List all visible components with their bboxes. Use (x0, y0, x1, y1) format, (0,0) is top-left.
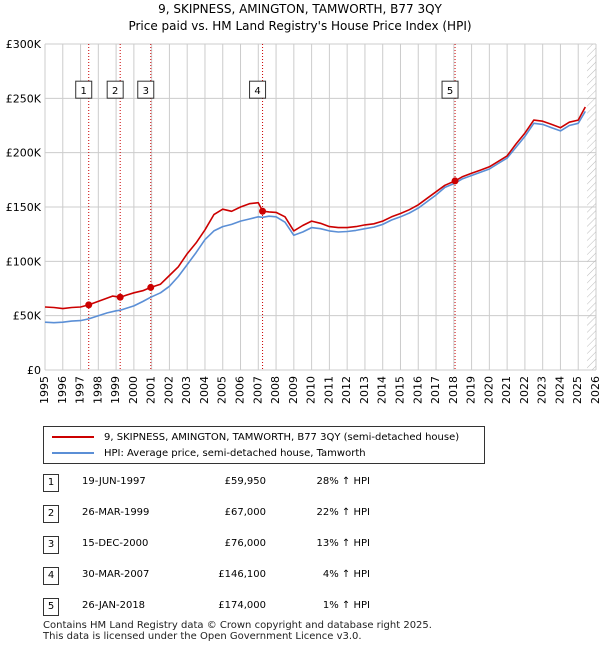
x-tick-label: 1995 (38, 376, 51, 404)
annotation-label: 3 (143, 86, 149, 97)
x-tick-label: 1999 (109, 376, 122, 404)
annotation-label: 4 (254, 86, 260, 97)
sale-number-badge: 4 (43, 567, 59, 585)
x-tick-label: 2001 (145, 376, 158, 404)
x-tick-label: 2025 (571, 376, 584, 404)
sale-price: £59,950 (224, 476, 266, 487)
sale-number-badge: 5 (43, 598, 59, 616)
x-tick-label: 2002 (162, 376, 175, 404)
x-tick-label: 2010 (305, 376, 318, 404)
sale-price: £76,000 (224, 538, 266, 549)
x-tick-label: 2007 (251, 376, 264, 404)
property-price-line (44, 106, 587, 310)
footer: Contains HM Land Registry data © Crown c… (43, 620, 432, 642)
y-tick-label: £0 (27, 364, 41, 377)
y-tick-label: £200K (6, 147, 42, 160)
legend-swatch-hpi (52, 452, 94, 454)
sale-point (116, 293, 124, 301)
forecast-hatch (587, 44, 596, 370)
hpi-line (44, 110, 586, 324)
x-tick-label: 2011 (322, 376, 335, 404)
sale-date: 26-MAR-1999 (82, 507, 150, 518)
sale-date: 30-MAR-2007 (82, 569, 150, 580)
x-tick-label: 2023 (536, 376, 549, 404)
x-tick-label: 1997 (74, 376, 87, 404)
legend-label-hpi: HPI: Average price, semi-detached house,… (104, 447, 366, 459)
y-tick-label: £300K (6, 38, 42, 51)
sale-point (147, 283, 155, 291)
table-row: 2 26-MAR-1999 £67,000 22% ↑ HPI (0, 505, 600, 525)
sale-hpi-diff: 4% ↑ HPI (322, 569, 370, 580)
price-chart: £0 £50K £100K £150K £200K £250K £300K 1995 1996 1… (6, 38, 600, 404)
annotation-box (137, 80, 155, 99)
sale-number-badge: 3 (43, 536, 59, 554)
x-tick-label: 2004 (198, 376, 211, 404)
sale-date: 19-JUN-1997 (82, 476, 146, 487)
y-tick-label: £250K (6, 92, 42, 105)
annotation-box (441, 80, 459, 99)
sale-hpi-diff: 13% ↑ HPI (316, 538, 370, 549)
x-tick-label: 2026 (589, 376, 600, 404)
sale-point (85, 301, 93, 309)
sale-number-badge: 1 (43, 474, 59, 492)
x-tick-label: 2003 (180, 376, 193, 404)
footer-copyright: Contains HM Land Registry data © Crown c… (43, 620, 432, 631)
x-tick-label: 2024 (553, 376, 566, 404)
sale-date: 26-JAN-2018 (82, 600, 146, 611)
x-tick-label: 2014 (376, 376, 389, 404)
annotation-label: 1 (81, 86, 87, 97)
x-tick-label: 2020 (482, 376, 495, 404)
x-tick-label: 2018 (447, 376, 460, 404)
x-tick-label: 1998 (91, 376, 104, 404)
sale-point (451, 177, 459, 185)
x-tick-label: 1996 (56, 376, 69, 404)
x-tick-label: 2005 (216, 376, 229, 404)
x-tick-label: 2022 (518, 376, 531, 404)
sale-number-badge: 2 (43, 505, 59, 523)
table-row: 3 15-DEC-2000 £76,000 13% ↑ HPI (0, 536, 600, 556)
annotation-label: 5 (447, 86, 453, 97)
annotation-box (106, 80, 124, 99)
x-tick-label: 2019 (465, 376, 478, 404)
y-tick-label: £100K (6, 255, 42, 268)
sale-hpi-diff: 22% ↑ HPI (316, 507, 370, 518)
legend-label-property: 9, SKIPNESS, AMINGTON, TAMWORTH, B77 3QY… (104, 431, 460, 443)
x-tick-label: 2012 (340, 376, 353, 404)
footer-licence: This data is licensed under the Open Gov… (43, 631, 362, 642)
y-tick-label: £150K (6, 201, 42, 214)
y-tick-label: £50K (13, 310, 42, 323)
sale-hpi-diff: 28% ↑ HPI (316, 476, 370, 487)
x-tick-label: 2017 (429, 376, 442, 404)
sale-hpi-diff: 1% ↑ HPI (322, 600, 370, 611)
table-row: 4 30-MAR-2007 £146,100 4% ↑ HPI (0, 567, 600, 587)
legend-item-property: 9, SKIPNESS, AMINGTON, TAMWORTH, B77 3QY… (52, 429, 459, 445)
annotation-box (249, 80, 267, 99)
annotation-label: 2 (112, 86, 118, 97)
table-row: 1 19-JUN-1997 £59,950 28% ↑ HPI (0, 474, 600, 494)
table-row: 5 26-JAN-2018 £174,000 1% ↑ HPI (0, 598, 600, 618)
sale-price: £174,000 (218, 600, 266, 611)
x-tick-label: 2008 (269, 376, 282, 404)
x-tick-label: 2015 (393, 376, 406, 404)
x-tick-label: 2013 (358, 376, 371, 404)
x-tick-label: 2000 (127, 376, 140, 404)
legend: 9, SKIPNESS, AMINGTON, TAMWORTH, B77 3QY… (43, 426, 485, 464)
x-tick-label: 2016 (411, 376, 424, 404)
x-tick-label: 2009 (287, 376, 300, 404)
sale-price: £146,100 (218, 569, 266, 580)
chart-title: 9, SKIPNESS, AMINGTON, TAMWORTH, B77 3QY (158, 2, 442, 16)
chart-subtitle: Price paid vs. HM Land Registry's House … (128, 19, 472, 33)
annotation-box (75, 80, 93, 99)
sale-date: 15-DEC-2000 (82, 538, 149, 549)
legend-swatch-property (52, 436, 94, 438)
legend-item-hpi: HPI: Average price, semi-detached house,… (52, 445, 366, 461)
x-tick-label: 2021 (500, 376, 513, 404)
sale-price: £67,000 (224, 507, 266, 518)
x-tick-label: 2006 (234, 376, 247, 404)
sale-point (259, 207, 267, 215)
